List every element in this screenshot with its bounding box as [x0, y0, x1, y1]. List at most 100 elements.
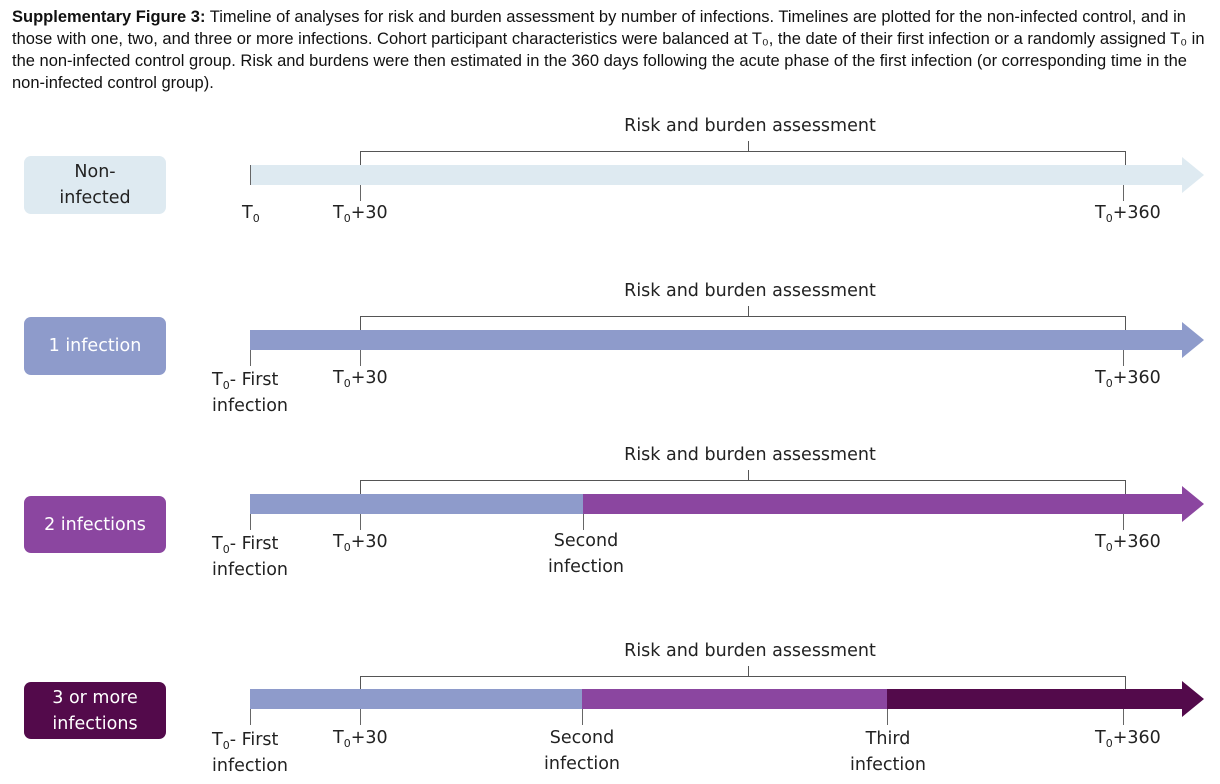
label-t0-plus360: T0+360 — [1095, 200, 1161, 226]
arrowhead-icon — [1182, 681, 1204, 717]
label-t0-plus30: T0+30 — [333, 725, 388, 751]
assessment-bracket — [360, 676, 1126, 691]
t-subscript: 0 — [343, 377, 351, 390]
caption-bold: Supplementary Figure 3: — [12, 8, 206, 26]
tick-t0-plus360 — [1123, 185, 1124, 201]
t-symbol: T — [1095, 532, 1106, 552]
tick-second-infection — [583, 514, 584, 530]
tick-t0-plus30 — [360, 350, 361, 366]
tick-t0-plus360 — [1123, 350, 1124, 366]
infection-text: infection — [212, 756, 289, 776]
timeline-bar-second-segment — [582, 689, 887, 709]
tick-t0-plus360 — [1123, 709, 1124, 725]
timeline-bar-third-segment — [887, 689, 1182, 709]
t-subscript: 0 — [222, 739, 230, 752]
label-t0-plus360: T0+360 — [1095, 365, 1161, 391]
t-symbol: T — [333, 203, 344, 223]
plus360-text: +360 — [1112, 532, 1161, 552]
t-symbol: T — [333, 368, 344, 388]
tick-second-infection — [582, 709, 583, 725]
label-t0-plus360: T0+360 — [1095, 529, 1161, 555]
plus30-text: +30 — [350, 728, 388, 748]
infection-text: infection — [547, 557, 625, 577]
t-symbol: T — [333, 532, 344, 552]
label-t0-plus30: T0+30 — [333, 200, 388, 226]
plus360-text: +360 — [1112, 728, 1161, 748]
tick-t0 — [250, 350, 251, 366]
group-label-non-infected: Non- infected — [24, 156, 166, 214]
first-text: - First — [229, 534, 279, 554]
plus30-text: +30 — [350, 203, 388, 223]
plus30-text: +30 — [350, 368, 388, 388]
second-text: Second — [553, 531, 619, 551]
bracket-center-tick — [748, 306, 749, 316]
bracket-title: Risk and burden assessment — [624, 116, 876, 136]
t-subscript: 0 — [343, 541, 351, 554]
group-label-one-infection: 1 infection — [24, 317, 166, 375]
timeline-bar-first-segment — [250, 494, 583, 514]
timeline-bar-first-segment — [250, 689, 582, 709]
arrowhead-icon — [1182, 486, 1204, 522]
arrowhead-icon — [1182, 322, 1204, 358]
t-subscript: 0 — [1105, 541, 1113, 554]
group-label-line1: 3 or more — [52, 687, 138, 708]
first-text: - First — [229, 730, 279, 750]
infection-text: infection — [543, 754, 621, 774]
first-text: - First — [229, 370, 279, 390]
label-t0-first-infection: T0- First infection — [212, 367, 288, 419]
tick-t0 — [250, 709, 251, 725]
group-label-three-or-more: 3 or more infections — [24, 682, 166, 739]
t-subscript: 0 — [222, 379, 230, 392]
plus30-text: +30 — [350, 532, 388, 552]
timeline-bar — [250, 165, 1182, 185]
tick-t0-plus30 — [360, 514, 361, 530]
label-second-infection: Second infection — [544, 725, 620, 777]
timeline-bar-second-segment — [583, 494, 1182, 514]
caption-text: Timeline of analyses for risk and burden… — [12, 8, 1205, 92]
bracket-center-tick — [748, 141, 749, 151]
bracket-title: Risk and burden assessment — [624, 445, 876, 465]
t-subscript: 0 — [1105, 737, 1113, 750]
assessment-bracket — [360, 316, 1126, 331]
t-symbol: T — [333, 728, 344, 748]
label-second-infection: Second infection — [548, 528, 624, 580]
bracket-center-tick — [748, 470, 749, 480]
group-label-line1: 1 infection — [48, 336, 142, 356]
group-label-line2: infections — [52, 713, 138, 734]
t-subscript: 0 — [1105, 377, 1113, 390]
label-t0-first-infection: T0- First infection — [212, 727, 288, 779]
third-text: Third — [865, 729, 911, 749]
tick-t0 — [250, 165, 251, 185]
tick-t0-plus30 — [360, 185, 361, 201]
group-label-two-infections: 2 infections — [24, 496, 166, 553]
infection-text: infection — [212, 396, 289, 416]
figure-caption: Supplementary Figure 3: Timeline of anal… — [12, 6, 1212, 94]
label-t0-first-infection: T0- First infection — [212, 531, 288, 583]
label-t0-plus360: T0+360 — [1095, 725, 1161, 751]
t-symbol: T — [212, 730, 223, 750]
infection-text: infection — [212, 560, 289, 580]
plus360-text: +360 — [1112, 203, 1161, 223]
t-subscript: 0 — [222, 543, 230, 556]
t-symbol: T — [1095, 368, 1106, 388]
bracket-title: Risk and burden assessment — [624, 281, 876, 301]
group-label-line2: infected — [59, 188, 131, 208]
t-symbol: T — [1095, 728, 1106, 748]
tick-third-infection — [887, 709, 888, 725]
t-symbol: T — [242, 203, 253, 223]
label-t0: T0 — [242, 200, 260, 226]
infection-text: infection — [849, 755, 927, 775]
tick-t0 — [250, 514, 251, 530]
t-subscript: 0 — [1105, 212, 1113, 225]
t-subscript: 0 — [252, 212, 260, 225]
assessment-bracket — [360, 480, 1126, 495]
label-t0-plus30: T0+30 — [333, 529, 388, 555]
second-text: Second — [549, 728, 615, 748]
t-subscript: 0 — [343, 737, 351, 750]
bracket-title: Risk and burden assessment — [624, 641, 876, 661]
t-symbol: T — [1095, 203, 1106, 223]
group-label-line1: 2 infections — [44, 514, 146, 535]
label-third-infection: Third infection — [850, 726, 926, 778]
t-subscript: 0 — [343, 212, 351, 225]
t-symbol: T — [212, 370, 223, 390]
